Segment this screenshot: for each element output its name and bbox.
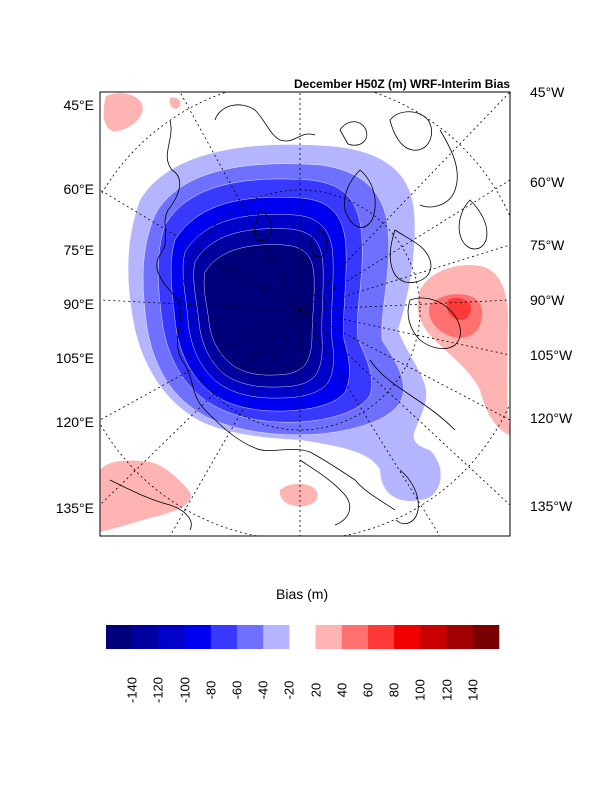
colorbar-tick-12: 120 (439, 679, 455, 701)
colorbar-tick-6: -20 (281, 680, 297, 700)
colorbar-box-9 (341, 625, 369, 649)
colorbar-tick-10: 80 (386, 682, 402, 698)
left-label-120e: 120°E (55, 414, 94, 430)
coastlines (109, 104, 488, 531)
colorbar (106, 625, 500, 649)
right-label-90w: 90°W (530, 292, 565, 308)
bias-band-pos-20-north (103, 93, 143, 132)
colorbar-tick-1: -120 (150, 676, 166, 704)
colorbar-box-1 (132, 625, 159, 649)
right-label-120w: 120°W (530, 410, 573, 426)
colorbar-box-12 (420, 625, 447, 649)
colorbar-tick-0: -140 (124, 676, 140, 704)
left-label-75e: 75°E (63, 242, 94, 258)
colorbar-tick-2: -100 (177, 676, 193, 704)
left-label-90e: 90°E (63, 296, 94, 312)
colorbar-box-13 (446, 625, 474, 649)
right-label-105w: 105°W (530, 347, 573, 363)
colorbar-tick-13: 140 (465, 679, 481, 701)
left-label-135e: 135°E (55, 500, 94, 516)
colorbar-box-4 (210, 625, 238, 649)
colorbar-title: Bias (m) (276, 586, 329, 602)
bias-band-pos-20-mid (279, 483, 318, 507)
right-label-135w: 135°W (530, 498, 573, 514)
colorbar-tick-4: -60 (229, 680, 245, 700)
right-label-60w: 60°W (530, 174, 565, 190)
colorbar-box-11 (394, 625, 421, 649)
left-label-45e: 45°E (63, 97, 94, 113)
colorbar-box-7 (289, 625, 316, 649)
right-label-75w: 75°W (530, 237, 565, 253)
bias-band-pos-60-east (446, 297, 471, 320)
colorbar-box-8 (315, 625, 343, 649)
colorbar-tick-9: 60 (360, 682, 376, 698)
colorbar-box-5 (237, 625, 264, 649)
graticule (100, 92, 510, 536)
bias-band-neg-140 (203, 244, 315, 376)
bias-band-pos-20-north-small (169, 97, 181, 109)
colorbar-tick-7: 20 (308, 682, 324, 698)
map-frame (99, 91, 511, 537)
colorbar-tick-8: 40 (334, 682, 350, 698)
colorbar-box-3 (184, 625, 212, 649)
colorbar-tick-3: -80 (203, 680, 219, 700)
colorbar-box-2 (158, 625, 185, 649)
colorbar-box-6 (263, 625, 290, 649)
right-label-45w: 45°W (530, 84, 565, 100)
left-label-60e: 60°E (63, 181, 94, 197)
colorbar-tick-5: -40 (255, 680, 271, 700)
map-title: December H50Z (m) WRF-Interim Bias (294, 77, 511, 91)
colorbar-tick-11: 100 (412, 679, 428, 701)
colorbar-box-14 (472, 625, 500, 649)
colorbar-box-0 (106, 625, 133, 649)
left-label-105e: 105°E (55, 350, 94, 366)
colorbar-box-10 (368, 625, 395, 649)
bias-band-pos-20-east (417, 265, 510, 435)
